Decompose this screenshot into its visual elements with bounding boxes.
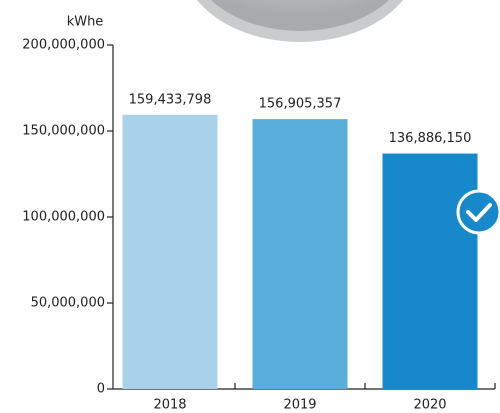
y-axis-label: kWhe xyxy=(67,15,104,30)
value-label: 159,433,798 xyxy=(129,92,212,107)
value-label: 156,905,357 xyxy=(259,97,342,112)
x-tick-label: 2019 xyxy=(283,398,316,413)
value-label: 136,886,150 xyxy=(389,131,472,146)
y-tick-label: 200,000,000 xyxy=(22,38,105,53)
x-tick-label: 2018 xyxy=(153,398,186,413)
bar xyxy=(252,119,348,389)
decorative-dial xyxy=(210,0,390,31)
y-tick-label: 150,000,000 xyxy=(22,124,105,139)
bar xyxy=(122,114,218,389)
check-icon xyxy=(456,189,500,235)
y-tick-label: 50,000,000 xyxy=(31,296,105,311)
y-tick-label: 100,000,000 xyxy=(22,210,105,225)
bar xyxy=(382,153,478,389)
x-tick-label: 2020 xyxy=(413,398,446,413)
y-tick-label: 0 xyxy=(97,382,105,397)
